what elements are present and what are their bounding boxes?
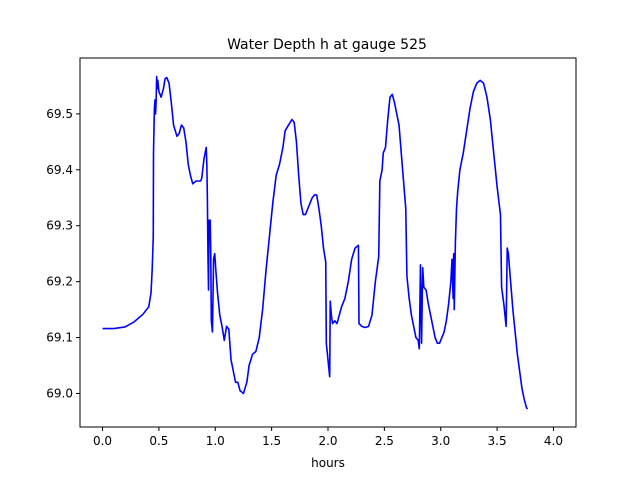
x-tick-label: 3.0 (431, 434, 450, 448)
x-tick-label: 2.5 (375, 434, 394, 448)
y-tick-label: 69.3 (46, 219, 73, 233)
x-axis-label: hours (311, 456, 345, 470)
y-tick-label: 69.2 (46, 275, 73, 289)
x-tick-label: 4.0 (544, 434, 563, 448)
x-tick-label: 1.0 (206, 434, 225, 448)
axis-ticks: 0.0 0.5 1.0 1.5 2.0 2.5 3.0 3.5 4.0 69.0 69.1 69.2 6… (46, 107, 563, 448)
x-tick-label: 0.0 (93, 434, 112, 448)
series-line (102, 75, 529, 410)
y-tick-label: 69.0 (46, 386, 73, 400)
y-tick-label: 69.5 (46, 107, 73, 121)
y-tick-label: 69.4 (46, 163, 73, 177)
x-tick-label: 2.0 (318, 434, 337, 448)
x-tick-label: 1.5 (262, 434, 281, 448)
x-tick-label: 0.5 (149, 434, 168, 448)
y-tick-label: 69.1 (46, 331, 73, 345)
chart-title: Water Depth h at gauge 525 (227, 37, 427, 53)
series-group (102, 75, 529, 410)
plot-frame (79, 57, 577, 428)
x-tick-label: 3.5 (488, 434, 507, 448)
